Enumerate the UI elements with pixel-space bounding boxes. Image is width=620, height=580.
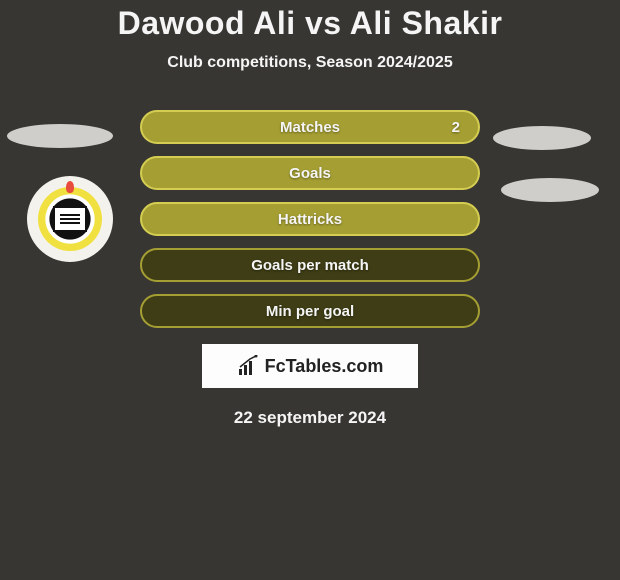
date-label: 22 september 2024 <box>0 408 620 428</box>
club-badge-inner <box>38 187 102 251</box>
stat-bar-goals: Goals <box>140 156 480 190</box>
club-badge <box>27 176 113 262</box>
stat-label: Min per goal <box>266 303 354 320</box>
stat-bar-hattricks: Hattricks <box>140 202 480 236</box>
stat-label: Goals <box>289 165 331 182</box>
player-right-ellipse-1 <box>493 126 591 150</box>
badge-book-icon <box>53 206 87 232</box>
stat-label: Goals per match <box>251 257 369 274</box>
stat-label: Matches <box>280 119 340 136</box>
chart-icon <box>237 355 259 377</box>
badge-flame-icon <box>66 181 74 193</box>
player-right-ellipse-2 <box>501 178 599 202</box>
subtitle: Club competitions, Season 2024/2025 <box>0 54 620 72</box>
stat-bar-matches: Matches 2 <box>140 110 480 144</box>
stat-value: 2 <box>452 119 460 136</box>
comparison-card: Dawood Ali vs Ali Shakir Club competitio… <box>0 0 620 428</box>
page-title: Dawood Ali vs Ali Shakir <box>0 5 620 42</box>
stat-bar-goals-per-match: Goals per match <box>140 248 480 282</box>
player-left-ellipse <box>7 124 113 148</box>
branding-box: FcTables.com <box>202 344 418 388</box>
stat-bar-min-per-goal: Min per goal <box>140 294 480 328</box>
stat-label: Hattricks <box>278 211 342 228</box>
site-name: FcTables.com <box>265 356 384 377</box>
